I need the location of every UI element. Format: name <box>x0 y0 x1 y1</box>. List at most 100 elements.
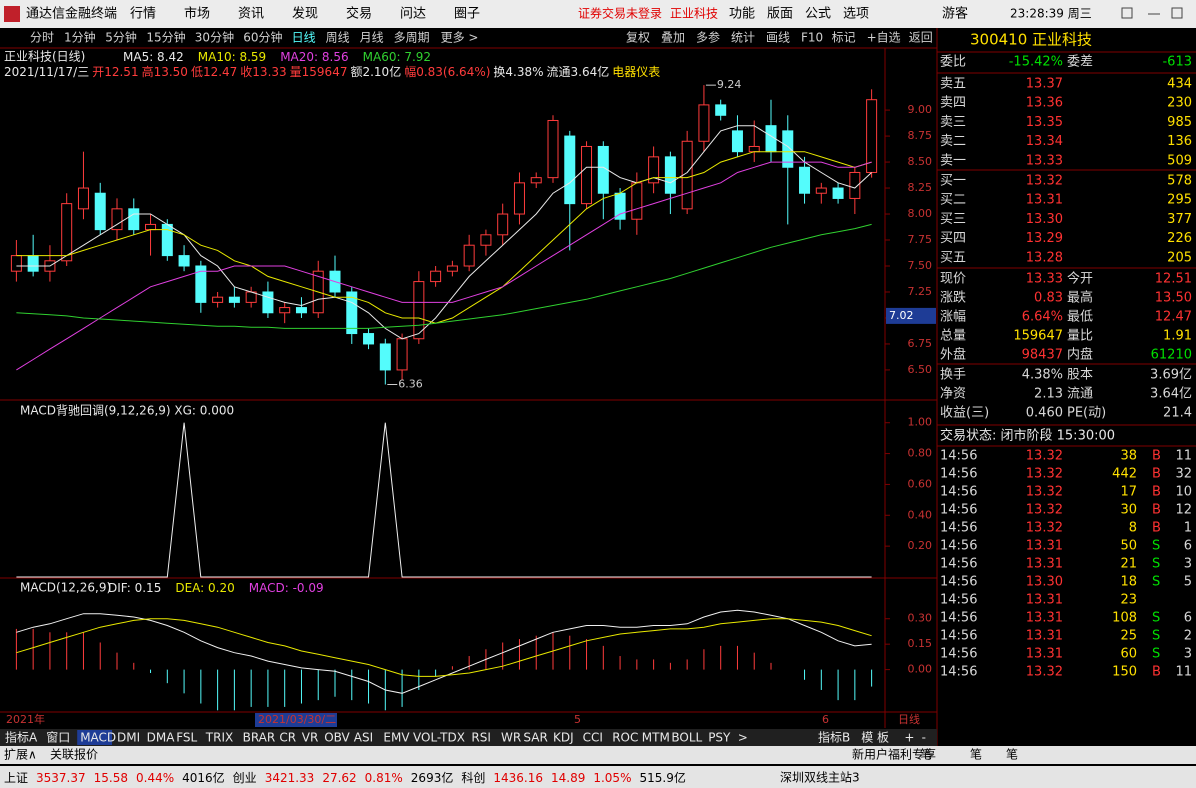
indicator-tab[interactable]: CCI <box>583 731 603 745</box>
timeline-label: 6 <box>822 713 829 726</box>
bar-info-item: 开12.51 <box>92 65 138 79</box>
y-tick-label: 7.75 <box>908 233 933 246</box>
indicator-tab[interactable]: CR <box>279 731 296 745</box>
tick-price: 13.30 <box>1026 575 1063 590</box>
indicator-tab[interactable]: ROC <box>612 731 638 745</box>
indicator-tab[interactable]: BRAR <box>243 731 276 745</box>
action-button[interactable]: 返回 <box>909 31 933 45</box>
indicator-tab[interactable]: VOL-TDX <box>413 731 465 745</box>
period-tab[interactable]: 多周期 <box>394 31 430 45</box>
timeline-highlight <box>255 713 337 727</box>
menu-tool[interactable]: 功能 <box>729 7 755 22</box>
menu-item[interactable]: 问达 <box>400 7 426 22</box>
extra-link[interactable]: 笔 <box>920 747 932 762</box>
action-button[interactable]: +自选 <box>867 31 901 45</box>
extra-link[interactable]: 笔 <box>970 747 982 762</box>
candle-body <box>27 255 39 272</box>
candle-body <box>379 343 391 371</box>
period-tab[interactable]: 周线 <box>326 31 350 45</box>
book-price: 13.33 <box>1026 153 1063 168</box>
indicator-tab[interactable]: RSI <box>471 731 491 745</box>
menu-item[interactable]: 交易 <box>346 6 372 22</box>
indicator-tab[interactable]: KDJ <box>553 731 574 745</box>
indicator-tab[interactable]: 指标B <box>818 730 850 745</box>
action-button[interactable]: 标记 <box>832 31 856 45</box>
window-buttons[interactable] <box>1121 7 1183 19</box>
tick-volume: 17 <box>1120 485 1137 500</box>
login-notice[interactable]: 证券交易未登录 <box>578 6 662 21</box>
menu-item[interactable]: 资讯 <box>238 7 264 22</box>
menu-item[interactable]: 圈子 <box>454 7 480 22</box>
tick-count: 3 <box>1184 647 1192 662</box>
menu-tool[interactable]: 选项 <box>843 7 869 22</box>
period-tab[interactable]: 更多 > <box>441 31 479 45</box>
tick-price: 13.32 <box>1026 521 1063 536</box>
action-button[interactable]: 多参 <box>696 30 720 45</box>
indicator-tab[interactable]: 窗口 <box>46 731 70 745</box>
indicator-tab[interactable]: WR <box>501 731 521 745</box>
user: 游客 <box>942 6 968 22</box>
period-tab[interactable]: 5分钟 <box>105 30 137 45</box>
indicator-tab[interactable]: 指标A <box>5 730 38 745</box>
indicator-tab[interactable]: FSL <box>176 731 197 745</box>
menu-tool[interactable]: 公式 <box>805 7 831 22</box>
indicator-tab[interactable]: TRIX <box>205 731 233 745</box>
maximize[interactable] <box>1171 7 1183 19</box>
period-tab[interactable]: 日线 <box>292 31 316 45</box>
period-tab[interactable]: 60分钟 <box>243 30 282 45</box>
period-tab[interactable]: 30分钟 <box>195 30 234 45</box>
tick-side: B <box>1152 521 1161 536</box>
menu-item[interactable]: 行情 <box>130 7 156 22</box>
indicator-tab[interactable]: - <box>922 731 926 745</box>
menu-item[interactable]: 发现 <box>292 6 318 22</box>
book-volume: 205 <box>1167 250 1192 265</box>
ma-label-item: MA10: 8.59 <box>198 50 266 64</box>
ratio-label: 委差 <box>1067 55 1093 70</box>
menu-item[interactable]: 市场 <box>184 6 210 22</box>
indicator-tab[interactable]: > <box>738 731 748 745</box>
menu-tool[interactable]: 版面 <box>767 7 793 22</box>
restore[interactable] <box>1121 7 1133 19</box>
action-button[interactable]: 叠加 <box>661 31 685 45</box>
indicator-tab[interactable]: DMI <box>117 731 140 745</box>
indicator-tab[interactable]: DMA <box>147 731 176 745</box>
indicator-tab[interactable]: SAR <box>523 731 547 745</box>
period-tab[interactable]: 分时 <box>30 31 54 45</box>
indicator-tab[interactable]: PSY <box>708 731 731 745</box>
stat-label: 内盘 <box>1067 347 1093 363</box>
indicator-tab[interactable]: MTM <box>642 731 670 745</box>
period-tab[interactable]: 月线 <box>360 31 384 45</box>
tick-count: 12 <box>1175 503 1192 518</box>
tick-volume: 8 <box>1129 521 1137 536</box>
action-button[interactable]: F10 <box>801 31 823 45</box>
status-item-item: 0.81% <box>365 771 403 785</box>
indicator-tab[interactable]: + <box>904 731 914 745</box>
extra-link[interactable]: 笔 <box>1006 747 1018 762</box>
indicator-tab[interactable]: BOLL <box>671 731 702 745</box>
period-tab[interactable]: 1分钟 <box>64 30 96 45</box>
action-button[interactable]: 画线 <box>766 31 790 45</box>
y-tick-label: 7.50 <box>908 259 933 272</box>
action-button[interactable]: 统计 <box>731 31 755 45</box>
indicator-tab[interactable]: EMV <box>383 731 410 745</box>
y-tick-label: 6.50 <box>908 363 933 376</box>
stat-label: 今开 <box>1067 271 1093 287</box>
stat-label: 现价 <box>940 272 966 287</box>
indicator-tab[interactable]: 模 板 <box>861 731 889 745</box>
indicator-tab[interactable]: ASI <box>354 731 373 745</box>
indicator-tab[interactable]: MACD <box>80 731 116 745</box>
extra-link[interactable]: 扩展∧ <box>4 748 37 762</box>
action-button[interactable]: 复权 <box>626 31 650 45</box>
period-tab[interactable]: 15分钟 <box>146 30 185 45</box>
stat-label: 收益(三) <box>940 406 989 421</box>
indicator-tab[interactable]: OBV <box>324 731 350 745</box>
extra-link[interactable]: 关联报价 <box>50 747 98 762</box>
book-label: 买五 <box>940 250 966 265</box>
indicator-tab[interactable]: VR <box>302 731 319 745</box>
extra-link[interactable]: 新用户福利专享 <box>852 747 936 762</box>
stat-value: 159647 <box>1013 329 1063 344</box>
tick-side: S <box>1152 647 1160 662</box>
y-tick-label: 8.00 <box>908 207 933 220</box>
candle-body <box>480 234 492 246</box>
y-tick-label: 0.15 <box>908 637 933 650</box>
